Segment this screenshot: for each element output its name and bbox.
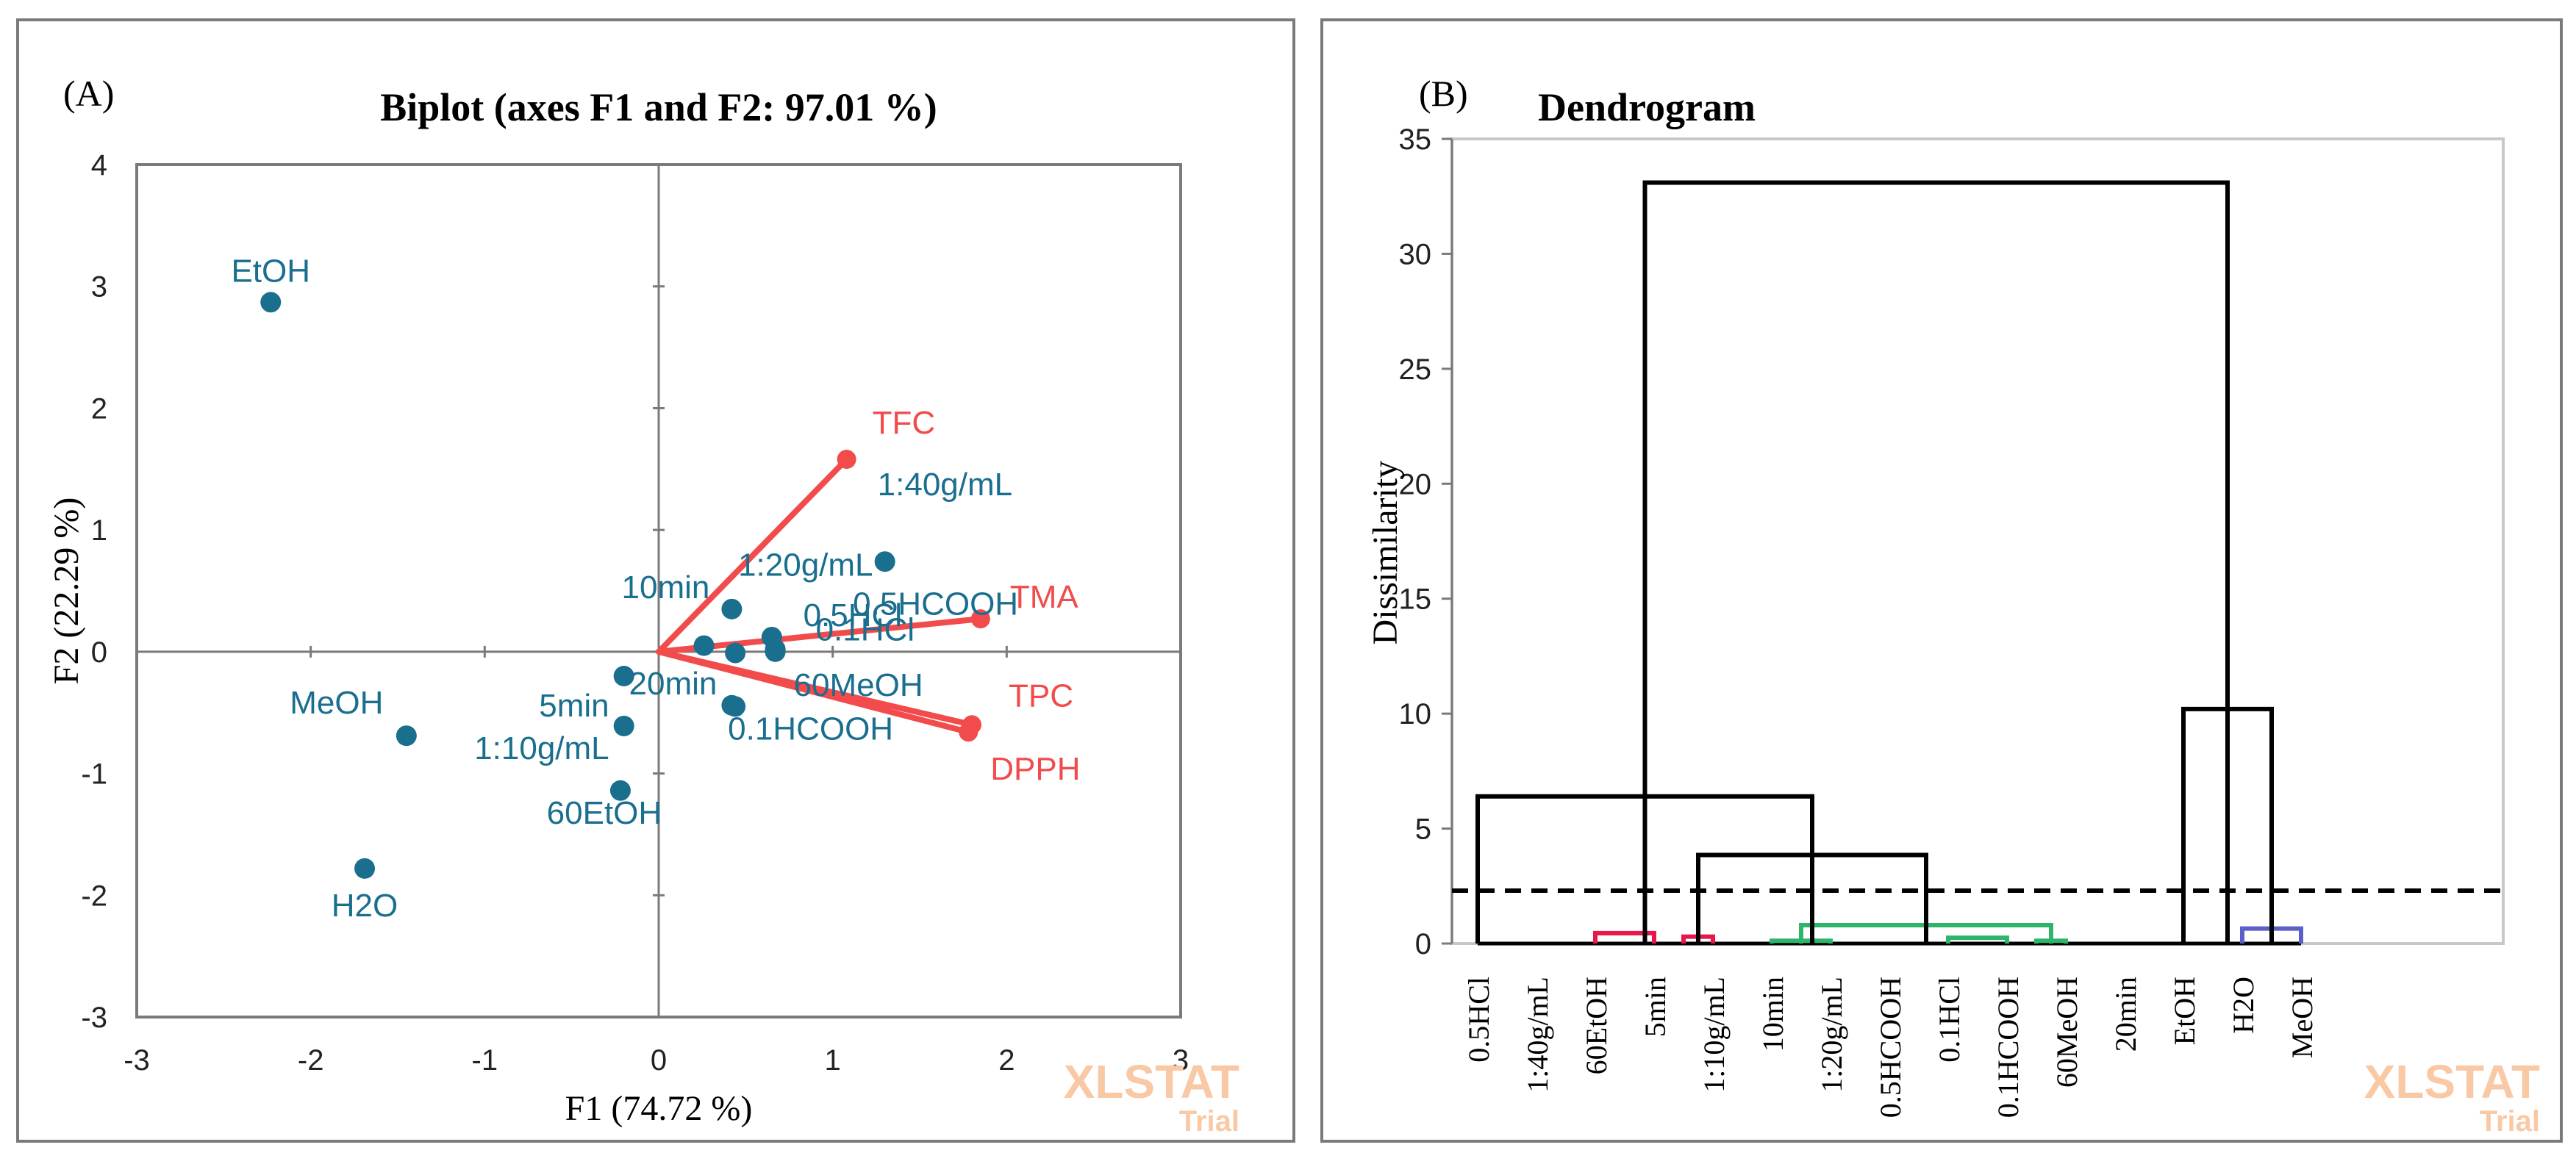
y-tick-label: -3	[81, 1002, 107, 1034]
leaf-label-10min: 10min	[1756, 977, 1789, 1052]
observation-point-h2o	[354, 858, 376, 879]
observation-point-60etoh	[609, 780, 631, 801]
y-axis-label: Dissimilarity	[1366, 461, 1405, 645]
dendrogram-link	[1946, 935, 2009, 944]
leaf-label-h2o: H2O	[2227, 977, 2260, 1034]
vector-tip-tfc	[837, 450, 856, 470]
observation-label-60meoh: 60MeOH	[794, 667, 923, 703]
chart-title: Biplot (axes F1 and F2: 97.01 %)	[380, 85, 937, 129]
y-tick-label: 2	[91, 392, 107, 425]
variable-label-tfc: TFC	[873, 405, 936, 441]
leaf-label-5min: 5min	[1639, 977, 1672, 1037]
y-tick-label: 0	[1415, 928, 1431, 960]
leaf-label-etoh: EtOH	[2168, 977, 2201, 1045]
x-axis-label: F1 (74.72 %)	[565, 1089, 753, 1128]
y-axis-label: F2 (22.29 %)	[47, 497, 86, 685]
observation-point-5min	[613, 666, 634, 686]
y-tick-label: 0	[91, 636, 107, 669]
observation-label-0-1hcooh: 0.1HCOOH	[728, 711, 893, 747]
observation-label-etoh: EtOH	[231, 253, 310, 289]
variable-label-dpph: DPPH	[990, 751, 1080, 787]
observation-point-1-10g-ml	[613, 715, 634, 736]
observation-label-h2o: H2O	[332, 888, 398, 924]
y-tick-label: 25	[1399, 353, 1432, 386]
dendrogram-chart: 0 5 10 15 20 25 30 35 (B) Dendrogram Dissimilarity…	[1366, 73, 2540, 1138]
x-tick-label: -1	[472, 1044, 498, 1077]
vector-tip-dpph	[959, 722, 978, 742]
x-tick-label: 2	[998, 1044, 1015, 1077]
observation-point-1-20g-ml	[693, 635, 715, 656]
x-tick-label: -2	[298, 1044, 324, 1077]
y-tick-label: 30	[1399, 238, 1432, 270]
leaf-label-0-5hcooh: 0.5HCOOH	[1874, 977, 1907, 1118]
vector-line-dpph	[656, 648, 972, 736]
observation-point-0-5hcooh	[725, 642, 746, 664]
observation-label-1-10g-ml: 1:10g/mL	[474, 730, 609, 766]
leaf-label-60etoh: 60EtOH	[1580, 977, 1613, 1074]
x-tick-label: 3	[1173, 1044, 1189, 1077]
y-tick-label: -2	[81, 880, 107, 912]
watermark-sub: Trial	[2480, 1105, 2540, 1138]
x-tick-label: 0	[651, 1044, 667, 1077]
leaf-label-0-1hcooh: 0.1HCOOH	[1992, 977, 2025, 1118]
observation-label-0-5hcl: 0.5HCl	[804, 597, 903, 633]
x-tick-label: 1	[825, 1044, 841, 1077]
y-tick-label: 20	[1399, 468, 1432, 500]
observation-point-meoh	[396, 725, 417, 747]
dendrogram-link	[1593, 930, 1656, 944]
vector-tip-tma	[970, 609, 990, 629]
leaf-label-1-20g-ml: 1:20g/mL	[1815, 977, 1848, 1093]
observation-point-1-40g-ml	[874, 551, 895, 572]
observation-label-1-20g-ml: 1:20g/mL	[738, 547, 873, 583]
observation-label-1-40g-ml: 1:40g/mL	[878, 467, 1012, 503]
vector-line-tfc	[656, 456, 850, 655]
observation-label-0-1hcl: 0.1HCl	[816, 612, 915, 648]
leaf-label-20min: 20min	[2109, 977, 2142, 1052]
leaf-label-0-5hcl: 0.5HCl	[1462, 977, 1495, 1063]
observation-label-0-5hcooh: 0.5HCOOH	[853, 586, 1018, 622]
watermark-main: XLSTAT	[2364, 1055, 2540, 1108]
leaf-label-0-1hcl: 0.1HCl	[1933, 977, 1966, 1063]
dendrogram-panel: 0 5 10 15 20 25 30 35 (B) Dendrogram Dissimilarity…	[1320, 18, 2563, 1143]
observation-label-10min: 10min	[622, 570, 710, 606]
y-tick-label: 1	[91, 514, 107, 547]
variable-label-tpc: TPC	[1009, 678, 1073, 714]
panel-label: (B)	[1419, 73, 1468, 114]
y-tick-label: 10	[1399, 698, 1432, 730]
observation-label-meoh: MeOH	[290, 685, 383, 721]
watermark-sub: Trial	[1179, 1105, 1239, 1138]
leaf-label-60meoh: 60MeOH	[2050, 977, 2083, 1088]
observation-point-60meoh	[765, 641, 786, 662]
leaf-label-1-40g-ml: 1:40g/mL	[1521, 977, 1554, 1093]
x-tick-label: -3	[124, 1044, 150, 1077]
observation-point-10min	[721, 598, 743, 619]
y-tick-label: 5	[1415, 813, 1431, 846]
y-tick-label: 15	[1399, 583, 1432, 616]
plot-frame	[1450, 137, 2505, 945]
variable-label-tma: TMA	[1010, 579, 1079, 615]
biplot-panel: -3 -2 -1 0 1 2 3 -3 -2 -1 0 1 2 3 4 (A) Biplot (axes F1 …	[16, 18, 1295, 1143]
y-tick-label: 35	[1399, 123, 1432, 156]
chart-title: Dendrogram	[1538, 85, 1756, 129]
y-tick-label: 4	[91, 149, 107, 182]
panel-label: (A)	[63, 73, 114, 114]
y-tick-label: 3	[91, 271, 107, 303]
y-tick-label: -1	[81, 758, 107, 791]
dendrogram-link	[1642, 180, 2230, 944]
watermark-main: XLSTAT	[1064, 1055, 1239, 1108]
observation-label-20min: 20min	[629, 666, 718, 702]
observation-point-etoh	[260, 292, 282, 313]
observation-point-0-1hcooh	[725, 696, 746, 717]
leaf-label-meoh: MeOH	[2286, 977, 2319, 1058]
observation-label-5min: 5min	[539, 688, 609, 724]
biplot-chart: -3 -2 -1 0 1 2 3 -3 -2 -1 0 1 2 3 4 (A) Biplot (axes F1 …	[47, 73, 1239, 1138]
observation-label-60etoh: 60EtOH	[547, 795, 662, 831]
leaf-label-1-10g-ml: 1:10g/mL	[1697, 977, 1731, 1093]
